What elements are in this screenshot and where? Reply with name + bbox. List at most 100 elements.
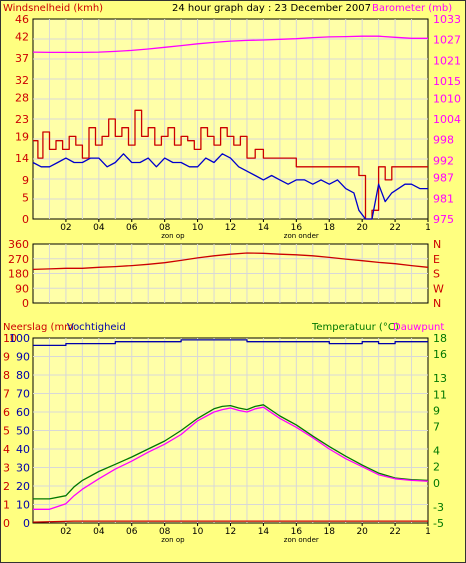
panel2-left-tick-label: 270 <box>8 253 29 266</box>
panel3-neerslag-tick-label: 4 <box>3 443 10 456</box>
panel1-right-tick-label: 981 <box>433 192 454 205</box>
panel3-vochtigheid-tick-label: 30 <box>16 462 30 475</box>
panel3-vochtigheid-tick-label: 60 <box>16 406 30 419</box>
panel1-x-tick-label: 10 <box>192 223 204 233</box>
panel1-x-tick-label: 08 <box>159 223 171 233</box>
panel1-left-tick-label: 19 <box>15 130 29 143</box>
panel3-vochtigheid-tick-label: 90 <box>16 351 30 364</box>
wind-average-series-line <box>32 153 428 220</box>
panel2-right-tick-label: N <box>433 297 441 310</box>
panel3-vochtigheid-tick-label: 0 <box>23 517 30 530</box>
vochtigheid-axis-label: Vochtigheid <box>67 322 126 333</box>
panel2-right-tick-label: S <box>433 268 440 281</box>
panel1-left-tick-label: 46 <box>15 13 29 26</box>
panel3-neerslag-tick-label: 2 <box>3 480 10 493</box>
neerslag-axis-label: Neerslag (mm <box>3 322 74 333</box>
panel3-right-tick-label: -5 <box>433 517 444 530</box>
panel3-neerslag-tick-label: 0 <box>3 517 10 530</box>
barometer-series-line <box>32 35 428 54</box>
panel3-right-tick-label: -3 <box>433 501 444 514</box>
panel3-right-tick-label: 0 <box>433 477 440 490</box>
panel1-left-tick-label: 37 <box>15 52 29 65</box>
panel3-x-tick-label: 1 <box>425 527 431 537</box>
panel1-x-tick-label: 06 <box>126 223 138 233</box>
panel1-left-tick-label: 0 <box>22 213 29 226</box>
rain-series-line <box>32 520 428 523</box>
panel3-x-tick-label: 20 <box>356 527 368 537</box>
panel2-right-tick-label: N <box>433 238 441 251</box>
panel2-left-tick-label: 360 <box>8 238 29 251</box>
panel3-neerslag-tick-label: 5 <box>3 425 10 438</box>
panel3-vochtigheid-tick-label: 10 <box>16 499 30 512</box>
panel1-right-tick-label: 1033 <box>433 13 461 26</box>
panel1-right-tick-label: 1004 <box>433 113 461 126</box>
temperature-series-line <box>33 404 429 500</box>
panel2-right-tick-label: W <box>433 282 444 295</box>
panel3-vochtigheid-tick-label: 100 <box>9 332 30 345</box>
panel1-left-tick-label: 28 <box>15 91 29 104</box>
panel1-right-tick-label: 975 <box>433 213 454 226</box>
panel3-right-tick-label: 4 <box>433 445 440 458</box>
panel1-x-tick-label: 14 <box>258 223 270 233</box>
panel1-x-tick-label: 18 <box>324 223 336 233</box>
panel3-vochtigheid-tick-label: 50 <box>16 425 30 438</box>
panel3-right-tick-label: 13 <box>433 372 447 385</box>
temperature-axis-label: Temperatuur (°C) <box>311 322 399 333</box>
panel1-x-tick-label: 02 <box>60 223 71 233</box>
panel3-neerslag-tick-label: 10 <box>3 332 17 345</box>
panel3-right-tick-label: 2 <box>433 461 440 474</box>
panel1-x-tick-label: 22 <box>389 223 400 233</box>
barometer-axis-label: Barometer (mb) <box>372 3 452 14</box>
panel1-right-tick-label: 1015 <box>433 75 461 88</box>
panel2-right-tick-label: E <box>433 253 440 266</box>
panel3-x-tick-label: 08 <box>159 527 171 537</box>
panel3-x-tick-label: 12 <box>225 527 236 537</box>
panel1-left-tick-label: 5 <box>22 191 29 204</box>
panel1-right-tick-label: 987 <box>433 172 454 185</box>
panel1-left-tick-label: 14 <box>15 152 29 165</box>
panel3-vochtigheid-tick-label: 80 <box>16 369 30 382</box>
panel3-right-tick-label: 9 <box>433 404 440 417</box>
panel1-x-tick-label: 20 <box>356 223 368 233</box>
panel3-x-tick-label: 04 <box>93 527 105 537</box>
wind-axis-label: Windsnelheid (kmh) <box>3 3 103 14</box>
wind-barometer-panel: 0591419232832374246975981987992998100410… <box>15 13 461 240</box>
panel3-x-tick-label: 06 <box>126 527 138 537</box>
panel3-right-tick-label: 16 <box>433 348 447 361</box>
panel3-vochtigheid-tick-label: 70 <box>16 388 30 401</box>
panel3-neerslag-tick-label: 7 <box>3 388 10 401</box>
humidity-series-line <box>33 339 428 347</box>
panel1-left-tick-label: 23 <box>15 113 29 126</box>
panel1-left-tick-label: 42 <box>15 30 29 43</box>
panel3-x-tick-label: 18 <box>324 527 336 537</box>
panel1-x-marker-label: zon onder <box>284 232 319 240</box>
panel1-left-tick-label: 9 <box>22 174 29 187</box>
panel3-x-marker-label: zon op <box>161 536 185 544</box>
panel3-neerslag-tick-label: 9 <box>3 351 10 364</box>
panel3-x-tick-label: 22 <box>389 527 400 537</box>
panel3-x-tick-label: 02 <box>60 527 71 537</box>
panel1-left-tick-label: 32 <box>15 74 29 87</box>
panel1-x-tick-label: 12 <box>225 223 236 233</box>
wind-gust-series-line <box>33 109 428 220</box>
panel1-x-tick-label: 16 <box>291 223 303 233</box>
dewpoint-axis-label: Dauwpunt <box>393 322 444 333</box>
panel1-x-tick-label: 1 <box>425 223 431 233</box>
panel1-x-tick-label: 04 <box>93 223 105 233</box>
panel3-vochtigheid-tick-label: 20 <box>16 480 30 493</box>
panel1-right-tick-label: 1021 <box>433 54 461 67</box>
panel3-x-tick-label: 14 <box>258 527 270 537</box>
panel1-right-tick-label: 992 <box>433 154 454 167</box>
panel3-x-marker-label: zon onder <box>284 536 319 544</box>
panel2-left-tick-label: 0 <box>22 297 29 310</box>
panel1-x-marker-label: zon op <box>161 232 185 240</box>
chart-title: 24 hour graph day : 23 December 2007 <box>172 3 371 14</box>
rain-humidity-temperature-panel: 0123456789100102030405060708090100-5-302… <box>3 332 447 544</box>
panel1-right-tick-label: 998 <box>433 134 454 147</box>
panel3-right-tick-label: 11 <box>433 388 447 401</box>
panel3-right-tick-label: 18 <box>433 332 447 345</box>
panel3-neerslag-tick-label: 8 <box>3 369 10 382</box>
